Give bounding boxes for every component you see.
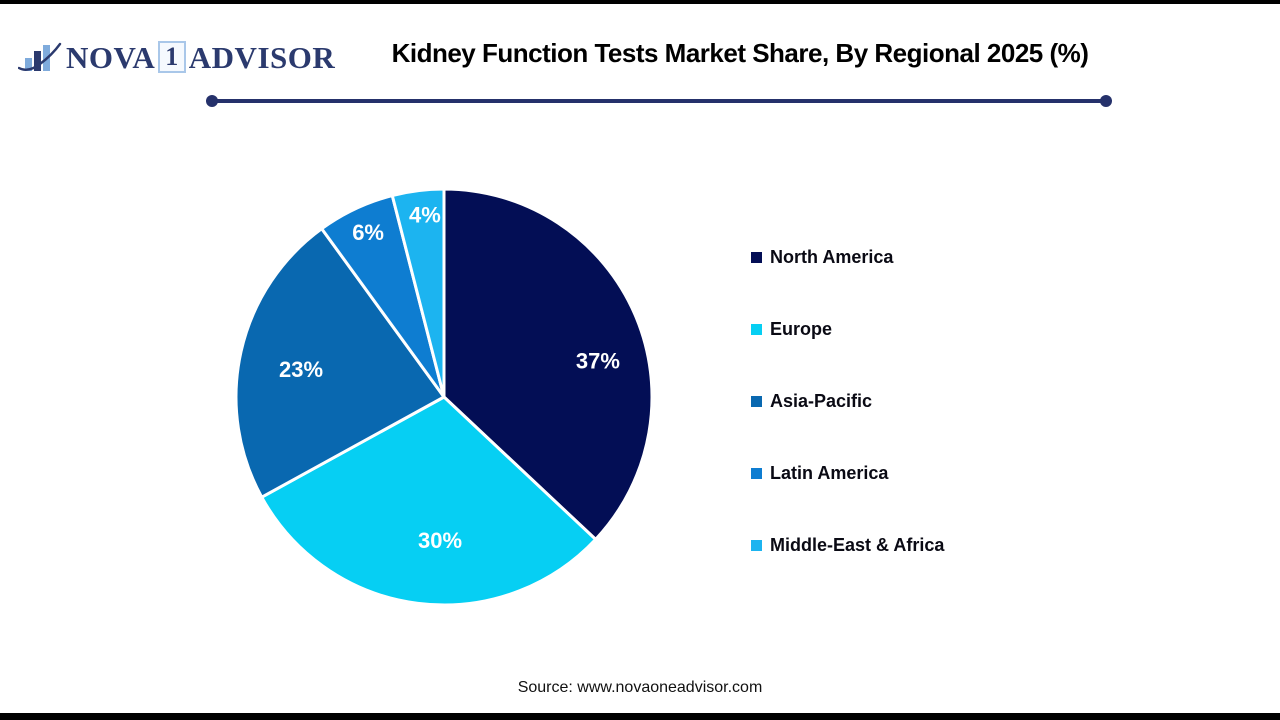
pie-slice-middle-east-africa (390, 187, 446, 399)
divider-left-dot (206, 95, 218, 107)
pie-svg: 37% 30% 23% 6% 4% (234, 187, 654, 607)
legend-swatch-europe (751, 323, 762, 335)
pie-value-label-middle-east-africa: 4% (409, 203, 441, 228)
pie-value-label-north-america: 37% (576, 348, 620, 373)
legend-item-europe: Europe (751, 319, 944, 339)
title-divider-line (206, 95, 1112, 107)
pie-slice-north-america (442, 187, 654, 541)
legend-item-latin-america: Latin America (751, 463, 944, 483)
legend-label-latin-america: Latin America (770, 463, 889, 483)
logo-word-advisor: ADVISOR (188, 39, 336, 75)
legend-swatch-middle-east-africa (751, 539, 762, 551)
pie-value-label-europe: 30% (418, 528, 462, 553)
page-title: Kidney Function Tests Market Share, By R… (391, 38, 1089, 68)
legend-swatch-asia-pacific (751, 395, 762, 407)
pie-slice-europe (260, 395, 598, 607)
pie-value-label-asia-pacific: 23% (279, 357, 323, 382)
legend-item-asia-pacific: Asia-Pacific (751, 391, 944, 411)
legend-label-middle-east-africa: Middle-East & Africa (770, 535, 945, 555)
bar-chart-swoosh-icon (18, 42, 62, 71)
pie-slice-asia-pacific (234, 227, 446, 499)
pie-value-label-latin-america: 6% (352, 220, 384, 245)
logo-word-nova: NOVA (66, 39, 156, 75)
nova-advisor-logo: NOVA 1 ADVISOR (18, 36, 335, 78)
legend-label-europe: Europe (770, 319, 833, 339)
chart-legend: North America Europe Asia-Pacific Latin … (751, 247, 944, 555)
legend-item-middle-east-africa: Middle-East & Africa (751, 535, 944, 555)
legend-item-north-america: North America (751, 247, 944, 267)
legend-label-north-america: North America (770, 247, 894, 267)
legend-swatch-latin-america (751, 467, 762, 479)
legend-label-asia-pacific: Asia-Pacific (770, 391, 873, 411)
top-border-bar (0, 0, 1280, 4)
legend-swatch-north-america (751, 251, 762, 263)
bottom-border-bar (0, 713, 1280, 720)
divider-right-dot (1100, 95, 1112, 107)
logo-badge-one: 1 (158, 41, 186, 73)
source-text: Source: www.novaoneadvisor.com (517, 679, 763, 696)
